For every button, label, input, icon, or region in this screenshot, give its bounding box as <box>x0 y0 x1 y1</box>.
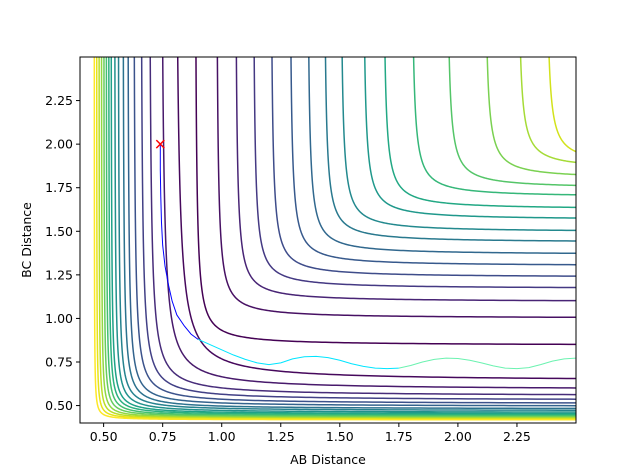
contour-line-9 <box>271 57 576 277</box>
x-tick-label: 1.50 <box>326 429 354 444</box>
y-tick-label: 1.50 <box>45 224 73 239</box>
contour-line-2 <box>176 57 576 380</box>
trajectory-lines <box>159 144 576 370</box>
contour-lines <box>93 57 576 421</box>
y-tick-label: 0.75 <box>45 355 73 370</box>
markers <box>155 139 165 149</box>
contour-line-32 <box>95 57 576 420</box>
contour-line-33 <box>93 57 576 421</box>
contour-line-30 <box>98 57 576 420</box>
y-tick-label: 1.75 <box>45 180 73 195</box>
x-tick-label: 1.00 <box>208 429 236 444</box>
contour-line-28 <box>100 57 576 419</box>
x-axis-ticks: 0.50 0.75 1.00 1.25 1.50 1.75 2.00 2.25 <box>90 423 531 444</box>
contour-line-6 <box>149 57 576 396</box>
y-tick-label: 2.00 <box>45 137 73 152</box>
contour-line-19 <box>364 57 576 219</box>
contour-line-1 <box>195 57 576 346</box>
trajectory-segment-3 <box>398 357 576 370</box>
contour-line-12 <box>127 57 576 407</box>
y-tick-label: 1.25 <box>45 267 73 282</box>
contour-line-8 <box>140 57 576 400</box>
x-tick-label: 0.50 <box>90 429 118 444</box>
contour-line-21 <box>384 57 576 209</box>
contour-line-29 <box>519 57 576 164</box>
contour-line-16 <box>117 57 576 411</box>
y-axis-label: BC Distance <box>19 202 34 278</box>
contour-line-5 <box>235 57 576 302</box>
x-tick-label: 1.75 <box>385 429 413 444</box>
x-axis-label: AB Distance <box>290 452 366 467</box>
x-tick-label: 2.25 <box>503 429 531 444</box>
x-tick-label: 0.75 <box>149 429 177 444</box>
contour-line-25 <box>448 57 576 187</box>
contour-line-26 <box>103 57 576 418</box>
x-tick-label: 1.25 <box>267 429 295 444</box>
contour-line-11 <box>290 57 576 266</box>
contour-line-14 <box>122 57 576 410</box>
contour-line-31 <box>548 57 576 153</box>
contour-line-10 <box>133 57 576 404</box>
y-tick-label: 2.25 <box>45 93 73 108</box>
contour-line-20 <box>110 57 576 415</box>
plot-frame <box>79 56 577 424</box>
trajectory-segment-1 <box>159 144 199 340</box>
contour-line-24 <box>105 57 576 417</box>
contour-line-15 <box>324 57 576 242</box>
y-axis-ticks: 0.50 0.75 1.00 1.25 1.50 1.75 2.00 2.25 <box>45 93 80 413</box>
contour-line-13 <box>308 57 576 255</box>
trajectory-segment-2 <box>197 338 399 370</box>
y-tick-label: 1.00 <box>45 311 73 326</box>
contour-line-27 <box>486 57 576 176</box>
contour-line-23 <box>412 57 576 196</box>
contour-line-3 <box>216 57 576 319</box>
y-tick-label: 0.50 <box>45 398 73 413</box>
start-marker-x-icon <box>155 139 165 149</box>
contour-line-17 <box>341 57 576 232</box>
contour-line-7 <box>253 57 576 289</box>
x-tick-label: 2.00 <box>444 429 472 444</box>
contour-line-4 <box>161 57 576 389</box>
contour-line-22 <box>108 57 576 416</box>
contour-line-18 <box>114 57 576 413</box>
